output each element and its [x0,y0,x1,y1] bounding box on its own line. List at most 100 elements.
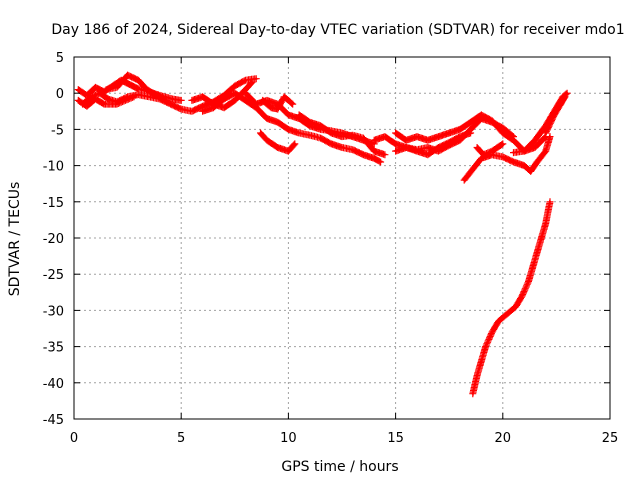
data-point [475,146,479,149]
x-tick-label: 20 [495,431,512,446]
data-point [190,110,194,113]
chart-title: Day 186 of 2024, Sidereal Day-to-day VTE… [51,22,624,38]
data-point [147,95,151,99]
data-point [362,153,365,156]
x-tick-label: 25 [602,431,619,446]
data-point [244,99,247,102]
x-tick-label: 15 [387,431,404,446]
data-point [137,78,140,82]
x-tick-label: 0 [70,431,78,446]
data-point [553,113,556,117]
data-points [469,198,554,398]
data-point [89,95,93,99]
data-point [480,113,483,117]
series-track-4 [102,71,168,103]
data-point [128,83,131,86]
data-point [563,95,567,99]
data-point [233,84,236,88]
data-point [484,345,487,348]
data-point [115,86,119,89]
data-point [276,146,279,149]
data-point [287,149,290,153]
x-tick-label: 5 [177,431,185,446]
data-point [540,236,543,240]
data-point [351,148,354,151]
data-point [505,312,509,316]
data-point [415,135,419,138]
data-point [471,168,474,171]
data-point [340,135,344,138]
data-point [297,131,301,135]
y-tick-label: -15 [43,196,64,211]
data-point [469,131,472,135]
series-track-15 [473,140,507,159]
data-point [77,88,80,91]
data-point [297,113,301,117]
data-point [458,135,462,138]
series-track-3 [74,93,138,110]
data-point [531,265,535,269]
data-point [490,330,494,334]
data-point [330,131,333,135]
data-point [94,86,97,89]
data-point [362,136,365,140]
data-point [137,93,140,96]
data-point [426,146,429,149]
data-point [394,149,397,153]
data-point [535,160,539,164]
series-track-9 [257,129,299,155]
data-point [171,97,174,101]
data-point [480,359,483,363]
data-point [512,139,515,142]
data-point [490,149,494,153]
data-point [372,139,376,142]
data-point [512,160,515,164]
series-track-13 [392,129,475,159]
data-point [276,120,279,124]
data-point [265,139,269,142]
data-point [261,99,264,102]
data-point [469,120,472,124]
data-point [244,78,247,82]
series-track-14 [460,133,554,184]
data-point [145,88,149,91]
data-point [201,110,204,113]
data-point [293,142,297,146]
data-point [154,93,157,96]
data-point [548,135,552,138]
data-point [533,146,537,149]
data-point [463,178,466,182]
data-point [222,97,226,101]
data-point [255,77,258,80]
data-point [233,92,236,95]
y-tick-label: -5 [51,123,64,138]
y-tick-label: 0 [56,87,64,102]
data-point [394,142,397,146]
y-tick-label: -30 [43,304,64,319]
data-point [527,280,530,283]
data-point [169,102,172,106]
data-point [102,102,106,106]
data-point [448,141,451,144]
y-tick-label: -25 [43,268,64,283]
data-point [448,131,451,135]
data-point [405,146,408,149]
data-point [222,106,226,109]
data-point [490,119,494,122]
data-point [458,128,462,131]
data-point [544,131,547,135]
grid-layer [74,57,610,419]
data-point [372,149,376,153]
data-point [523,149,526,153]
data-point [394,131,397,135]
data-point [319,124,322,127]
data-point [535,251,539,254]
axis-layer: 0 5 10 15 20 25 5 0 -5 -10 -15 -20 -25 -30 -35 -40 -45 [43,51,619,446]
data-point [233,99,236,102]
data-point [162,97,166,101]
series-track-10 [295,111,389,159]
series-track-8 [259,93,297,113]
data-point [501,142,504,146]
data-point [137,87,140,91]
data-point [104,88,108,91]
